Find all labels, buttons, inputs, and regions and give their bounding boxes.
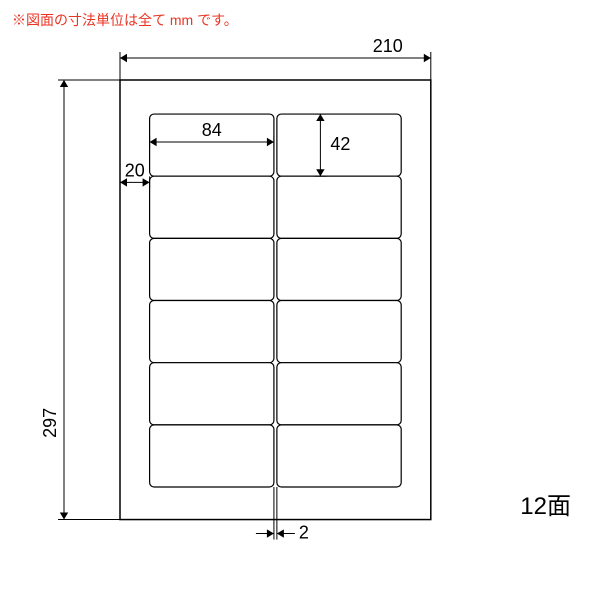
dimension-drawing: 210238442202297	[0, 0, 601, 601]
label-cell	[150, 363, 274, 425]
label-cell	[277, 301, 401, 363]
label-cell	[150, 425, 274, 487]
dim-label-width: 84	[202, 120, 222, 140]
label-cell	[277, 238, 401, 300]
label-cell	[277, 176, 401, 238]
label-cell	[150, 238, 274, 300]
dim-sheet-width: 210	[373, 36, 403, 56]
label-cell	[277, 425, 401, 487]
dim-label-height: 42	[330, 134, 350, 154]
dim-left-margin: 20	[125, 160, 145, 180]
label-cell	[150, 176, 274, 238]
label-cell	[277, 363, 401, 425]
dim-sheet-height: 297	[40, 408, 60, 438]
diagram-stage: ※図面の寸法単位は全て mm です。 12面 210238442202297	[0, 0, 601, 601]
dim-col-gap: 2	[299, 523, 309, 543]
label-cell	[150, 301, 274, 363]
